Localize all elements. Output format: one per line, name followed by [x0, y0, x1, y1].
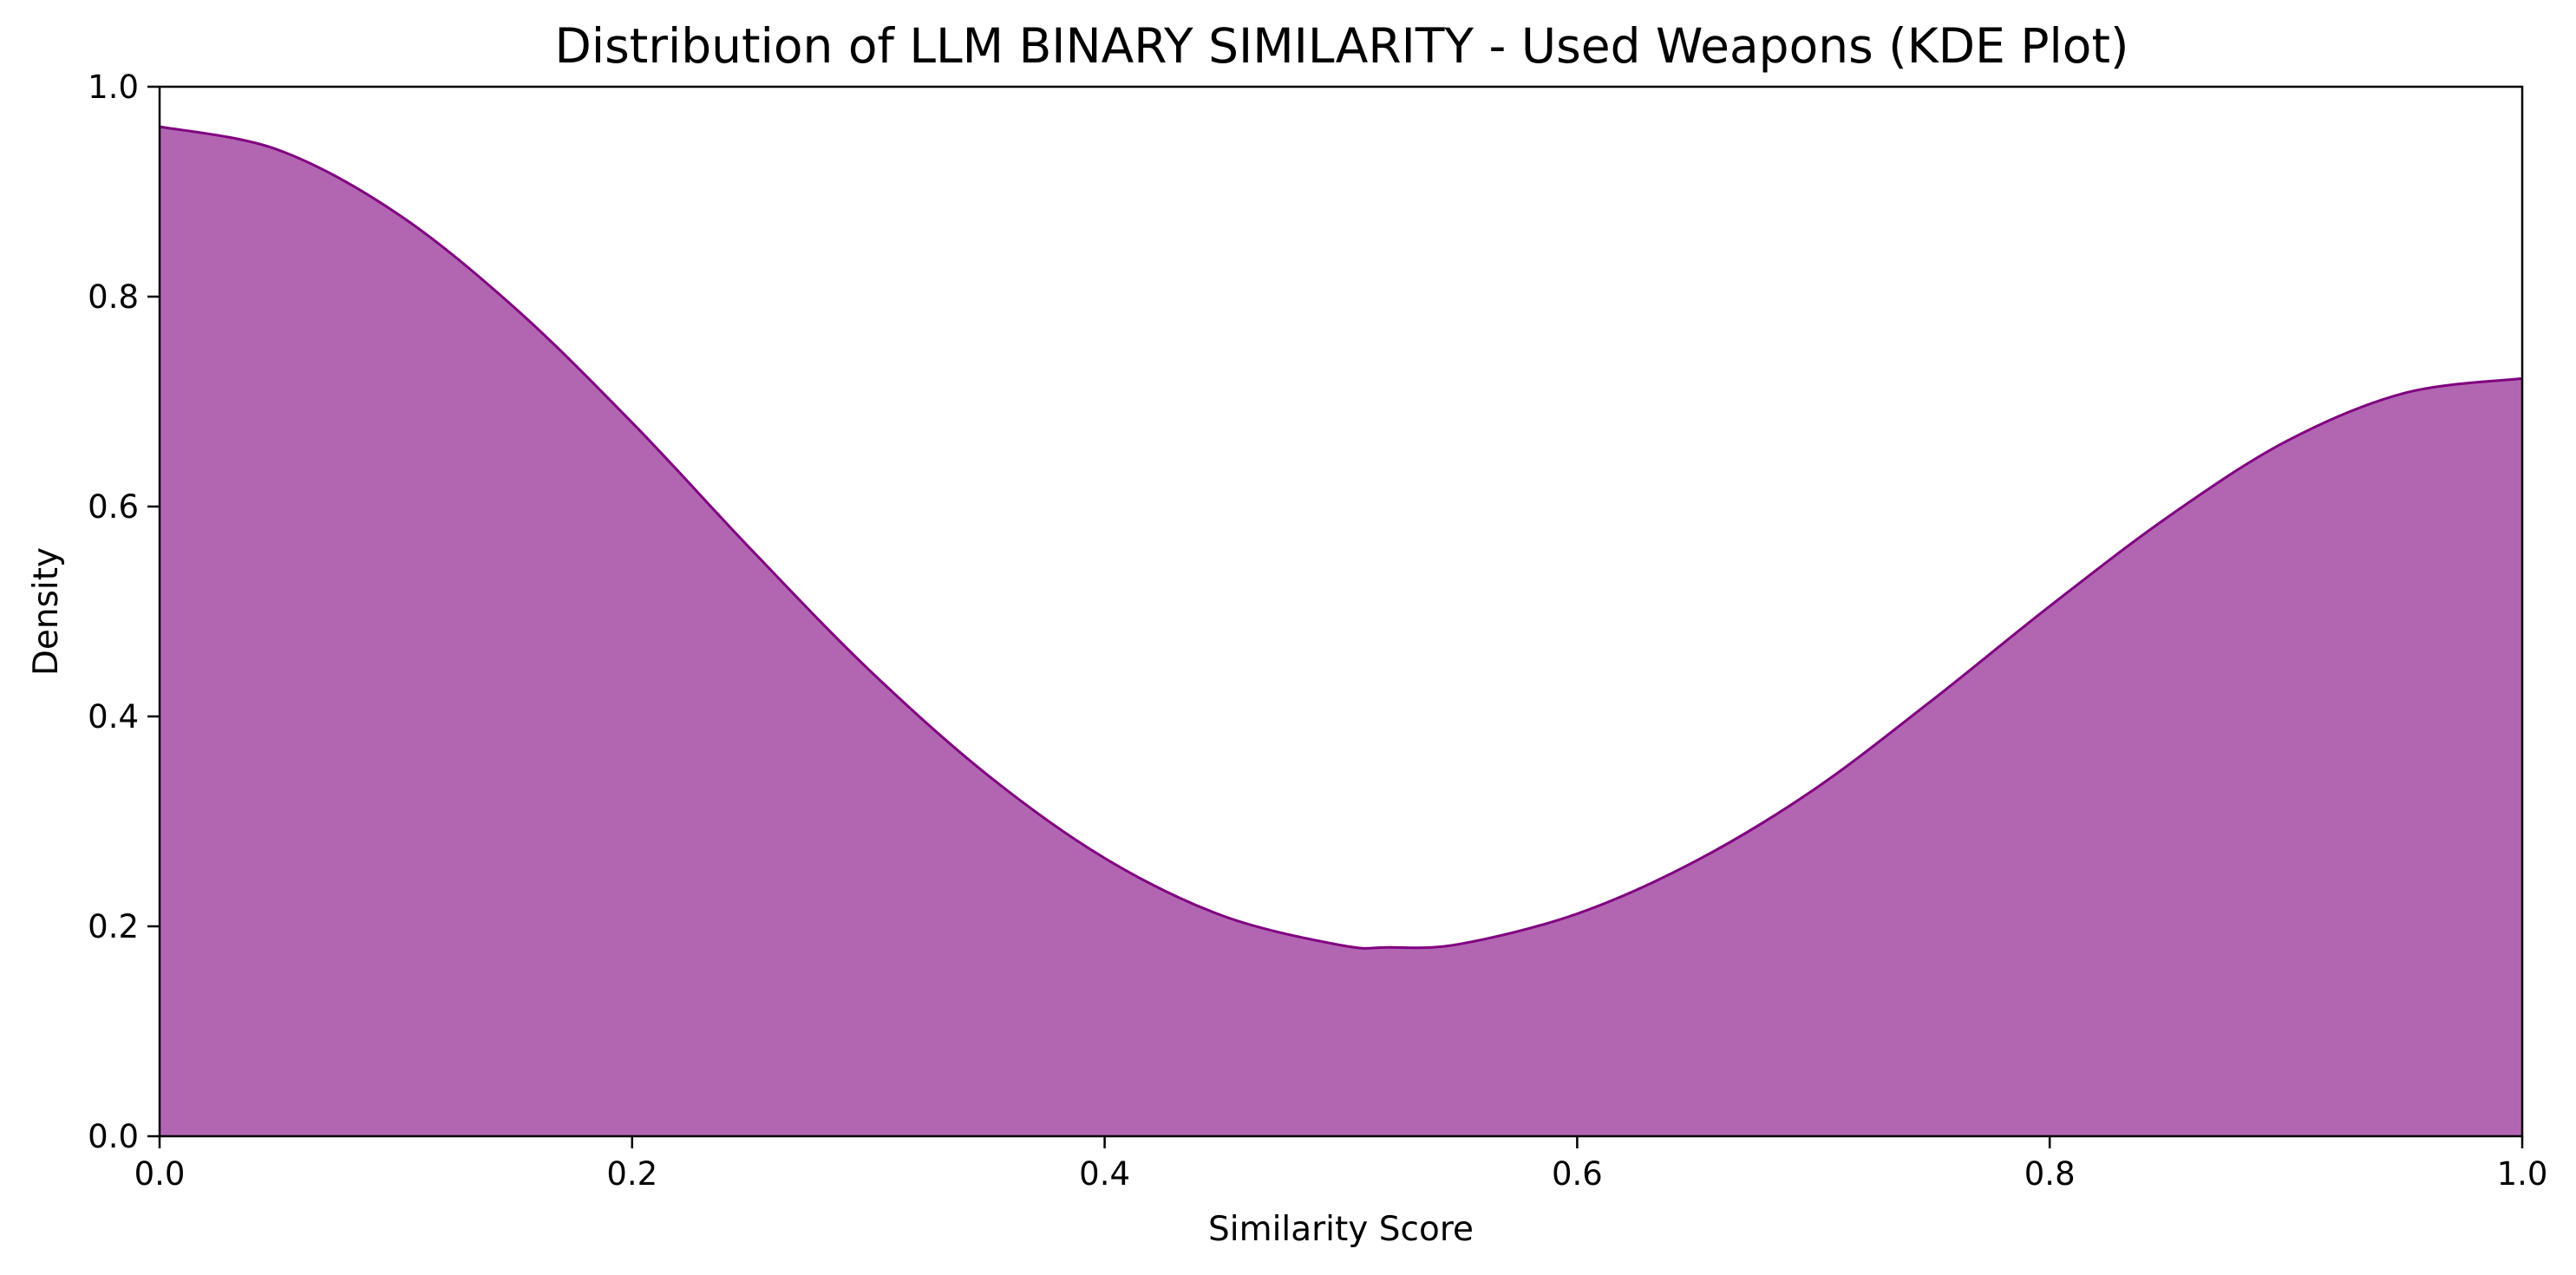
x-tick-label: 0.6 — [1552, 1155, 1603, 1193]
plot-frame — [158, 85, 2524, 1138]
y-tick-label: 0.2 — [88, 908, 139, 945]
y-tick-label: 0.6 — [88, 488, 139, 526]
y-axis-ticks: 0.0 0.2 0.4 0.6 0.8 1.0 — [88, 69, 160, 1155]
x-tick-label: 0.4 — [1079, 1155, 1130, 1193]
x-tick-label: 0.8 — [2024, 1155, 2076, 1193]
y-tick-label: 0.4 — [88, 698, 139, 736]
x-tick-label: 0.2 — [606, 1155, 657, 1193]
x-tick-label: 1.0 — [2497, 1155, 2548, 1193]
x-tick-label: 0.0 — [134, 1155, 186, 1193]
y-tick-label: 0.8 — [88, 278, 139, 316]
kde-area-fill — [160, 126, 2522, 1137]
y-tick-label: 0.0 — [88, 1118, 139, 1155]
y-axis-label: Density — [27, 547, 66, 676]
x-axis-label: Similarity Score — [1208, 1210, 1474, 1249]
chart-title: Distribution of LLM BINARY SIMILARITY - … — [555, 18, 2129, 74]
y-tick-label: 1.0 — [88, 69, 139, 106]
kde-curve-line — [159, 125, 2523, 950]
x-axis-ticks: 0.0 0.2 0.4 0.6 0.8 1.0 — [134, 1136, 2548, 1193]
